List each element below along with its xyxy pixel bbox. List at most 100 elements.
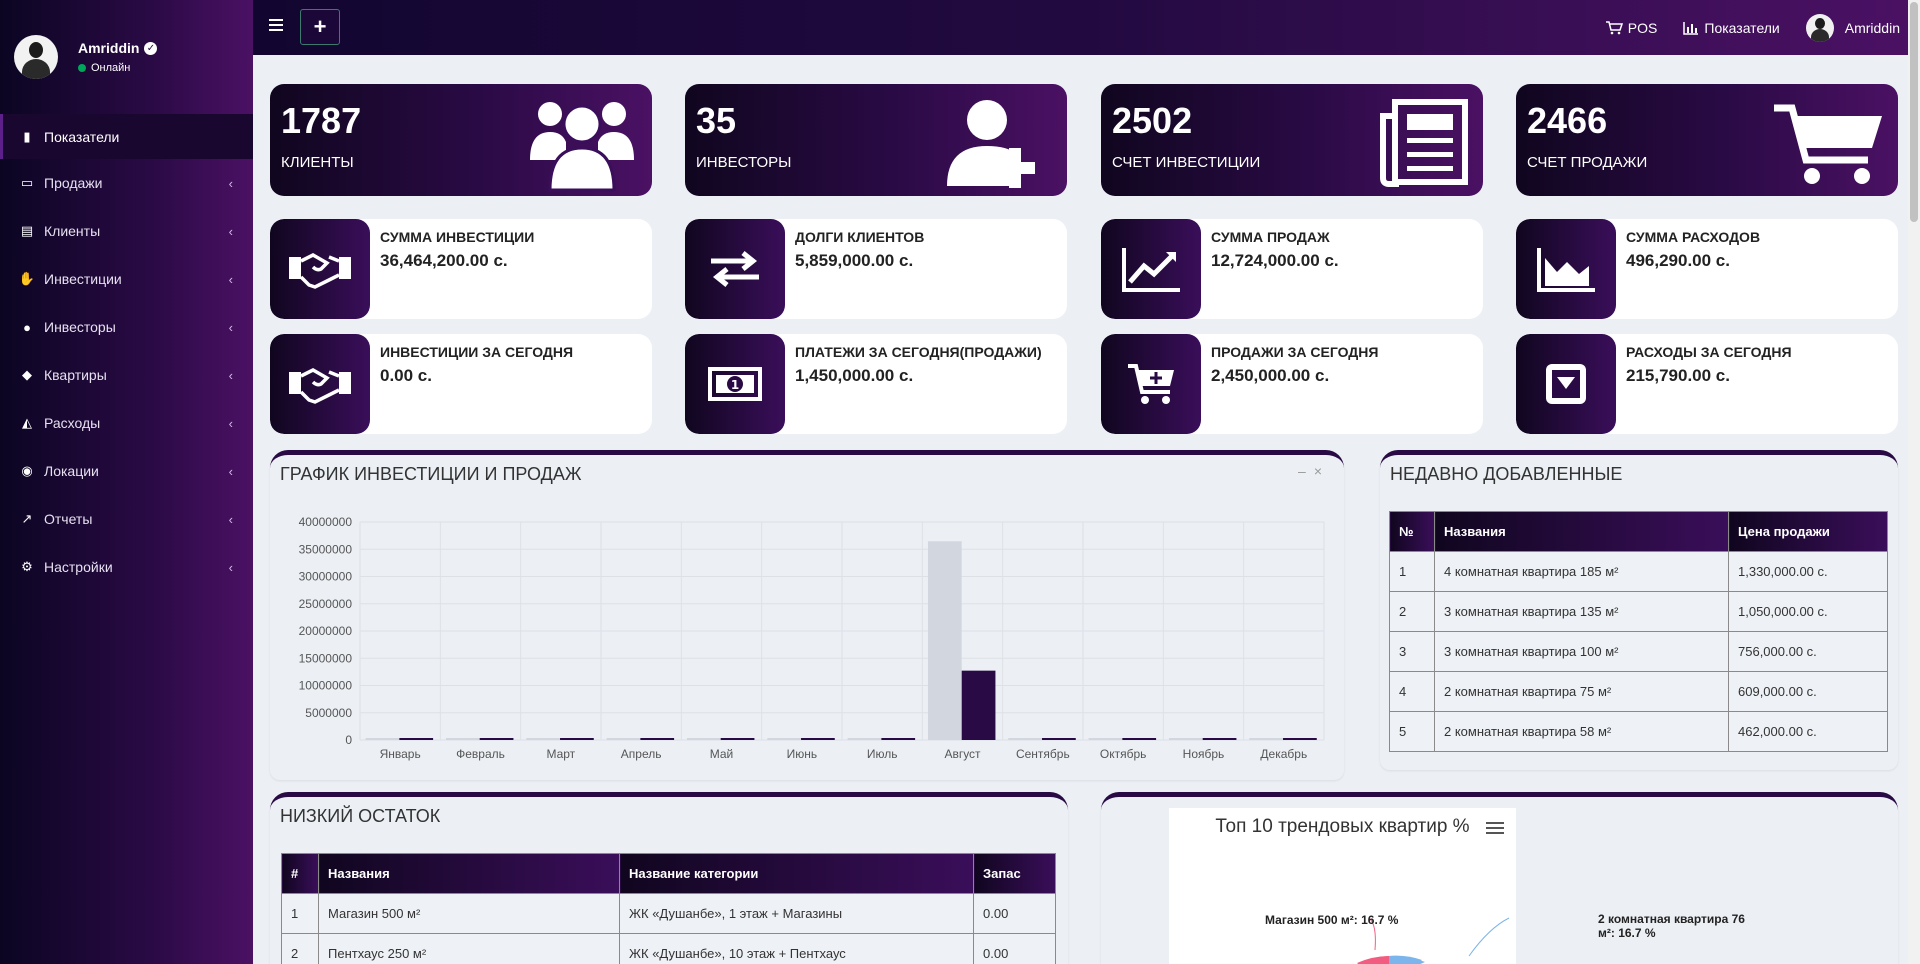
- bar-Июнь-1: [801, 738, 835, 740]
- area-chart-icon: ◭: [22, 415, 32, 430]
- sidebar-item-investors[interactable]: ● Инвесторы ‹: [0, 303, 253, 351]
- bar-Сентябрь-1: [1042, 738, 1076, 740]
- info-sales-today[interactable]: ПРОДАЖИ ЗА СЕГОДНЯ 2,450,000.00 с.: [1101, 334, 1483, 434]
- cell: 2: [1389, 591, 1435, 632]
- info-payments-today[interactable]: 1 ПЛАТЕЖИ ЗА СЕГОДНЯ(ПРОДАЖИ) 1,450,000.…: [685, 334, 1067, 434]
- id-card-icon: ▤: [20, 223, 34, 238]
- chart-menu-icon[interactable]: [1486, 822, 1504, 836]
- users-icon: ●: [23, 319, 31, 335]
- info-title: РАСХОДЫ ЗА СЕГОДНЯ: [1626, 344, 1792, 360]
- y-tick-label: 40000000: [299, 515, 353, 529]
- caret-square-icon: [1516, 334, 1616, 434]
- table-row[interactable]: 1 Магазин 500 м² ЖК «Душанбе», 1 этаж + Ма…: [281, 893, 1056, 934]
- info-expenses-today[interactable]: РАСХОДЫ ЗА СЕГОДНЯ 215,790.00 с.: [1516, 334, 1898, 434]
- bar-Июнь-0: [767, 738, 802, 740]
- pie-label: Магазин 500 м²: 16.7 %: [1265, 913, 1399, 927]
- bar-Январь-0: [365, 738, 400, 740]
- info-expenses-sum[interactable]: СУММА РАСХОДОВ 496,290.00 с.: [1516, 219, 1898, 319]
- bar-chart-icon: ▮: [23, 128, 31, 144]
- user-menu[interactable]: Amriddin: [1805, 13, 1900, 42]
- stat-label: СЧЕТ ИНВЕСТИЦИИ: [1112, 154, 1261, 171]
- sidebar-item-locations[interactable]: ◉ Локации ‹: [0, 447, 253, 495]
- sidebar-item-clients[interactable]: ▤ Клиенты ‹: [0, 207, 253, 255]
- minimize-icon[interactable]: –: [1298, 463, 1314, 479]
- dashboard-link[interactable]: Показатели: [1683, 20, 1780, 36]
- stat-label: ИНВЕСТОРЫ: [696, 154, 792, 171]
- x-tick-label: Февраль: [456, 747, 505, 761]
- column-header: №: [1389, 511, 1435, 552]
- stat-sales-accounts[interactable]: 2466 СЧЕТ ПРОДАЖИ: [1516, 84, 1898, 196]
- low-stock-panel: НИЗКИЙ ОСТАТОК # Названия Название катег…: [270, 792, 1068, 964]
- info-investment-sum[interactable]: СУММА ИНВЕСТИЦИИ 36,464,200.00 с.: [270, 219, 652, 319]
- cell: 462,000.00 с.: [1728, 711, 1888, 752]
- y-tick-label: 15000000: [299, 651, 353, 665]
- bar-Август-1: [961, 670, 996, 740]
- sidebar-item-dashboard[interactable]: ▮ Показатели: [0, 114, 253, 159]
- stat-investors[interactable]: 35 ИНВЕСТОРЫ: [685, 84, 1067, 196]
- x-tick-label: Октябрь: [1100, 747, 1147, 761]
- info-sales-sum[interactable]: СУММА ПРОДАЖ 12,724,000.00 с.: [1101, 219, 1483, 319]
- avatar[interactable]: [14, 35, 58, 79]
- panel-title: НЕДАВНО ДОБАВЛЕННЫЕ: [1390, 464, 1623, 484]
- column-header: Названия: [1434, 511, 1729, 552]
- chart-panel: ГРАФИК ИНВЕСТИЦИИ И ПРОДАЖ –× 40000000 35…: [270, 450, 1344, 780]
- cell: 2 комнатная квартира 75 м²: [1434, 671, 1729, 712]
- menu-toggle-icon[interactable]: [269, 19, 283, 31]
- bar-Июль-0: [847, 738, 882, 740]
- sidebar-item-expenses[interactable]: ◭ Расходы ‹: [0, 399, 253, 447]
- info-title: ПРОДАЖИ ЗА СЕГОДНЯ: [1211, 344, 1379, 360]
- bar-Январь-1: [399, 738, 434, 740]
- bar-chart-icon: [1683, 21, 1699, 35]
- info-title: ДОЛГИ КЛИЕНТОВ: [795, 229, 925, 245]
- info-title: СУММА ИНВЕСТИЦИИ: [380, 229, 535, 245]
- add-button[interactable]: +: [300, 9, 340, 45]
- bar-Декабрь-0: [1249, 738, 1284, 740]
- info-investments-today[interactable]: ИНВЕСТИЦИИ ЗА СЕГОДНЯ 0.00 с.: [270, 334, 652, 434]
- stat-investment-accounts[interactable]: 2502 СЧЕТ ИНВЕСТИЦИИ: [1101, 84, 1483, 196]
- sidebar-item-settings[interactable]: ⚙ Настройки ‹: [0, 543, 253, 591]
- y-tick-label: 5000000: [305, 706, 352, 720]
- info-value: 12,724,000.00 с.: [1211, 251, 1339, 270]
- info-value: 5,859,000.00 с.: [795, 251, 914, 270]
- info-value: 0.00 с.: [380, 366, 432, 385]
- column-header: #: [281, 853, 319, 894]
- cell: 1,330,000.00 с.: [1728, 551, 1888, 592]
- chevron-left-icon: ‹: [228, 319, 233, 335]
- stat-clients[interactable]: 1787 КЛИЕНТЫ: [270, 84, 652, 196]
- cart-icon: [1774, 104, 1882, 184]
- stat-value: 2466: [1527, 100, 1608, 141]
- sidebar-item-apartments[interactable]: ◆ Квартиры ‹: [0, 351, 253, 399]
- column-header: Цена продажи: [1728, 511, 1888, 552]
- pie-slice: [1389, 955, 1425, 964]
- cell: 5: [1389, 711, 1435, 752]
- close-icon[interactable]: ×: [1313, 463, 1330, 479]
- pie-graphic: Магазин 500 м²: 16.7 %: [1265, 913, 1510, 964]
- pie-chart: Топ 10 трендовых квартир % Магазин 500 м…: [1169, 808, 1745, 964]
- chevron-left-icon: ‹: [228, 415, 233, 431]
- low-stock-table: # Названия Название категории Запас 1 Маг…: [281, 853, 1056, 964]
- money-icon: 1: [685, 334, 785, 434]
- cell: 2 комнатная квартира 58 м²: [1434, 711, 1729, 752]
- info-title: СУММА РАСХОДОВ: [1626, 229, 1761, 245]
- info-client-debts[interactable]: ДОЛГИ КЛИЕНТОВ 5,859,000.00 с.: [685, 219, 1067, 319]
- x-tick-label: Декабрь: [1260, 747, 1307, 761]
- sidebar-item-sales[interactable]: ▭ Продажи ‹: [0, 159, 253, 207]
- svg-text:1: 1: [731, 378, 739, 392]
- chevron-left-icon: ‹: [228, 223, 233, 239]
- sidebar-item-investments[interactable]: ✋ Инвестиции ‹: [18, 271, 233, 287]
- pos-link[interactable]: POS: [1605, 20, 1657, 36]
- scrollbar[interactable]: [1908, 0, 1920, 964]
- sidebar-item-reports[interactable]: ↗ Отчеты ‹: [0, 495, 253, 543]
- x-tick-label: Сентябрь: [1016, 747, 1070, 761]
- cell: 3 комнатная квартира 100 м²: [1434, 631, 1729, 672]
- area-chart-icon: [1516, 219, 1616, 319]
- info-value: 2,450,000.00 с.: [1211, 366, 1330, 385]
- handshake-icon: ✋: [18, 271, 36, 286]
- table-row[interactable]: 2 Пентхаус 250 м² ЖК «Душанбе», 10 этаж + …: [281, 933, 1056, 964]
- cell: 0.00: [973, 893, 1056, 934]
